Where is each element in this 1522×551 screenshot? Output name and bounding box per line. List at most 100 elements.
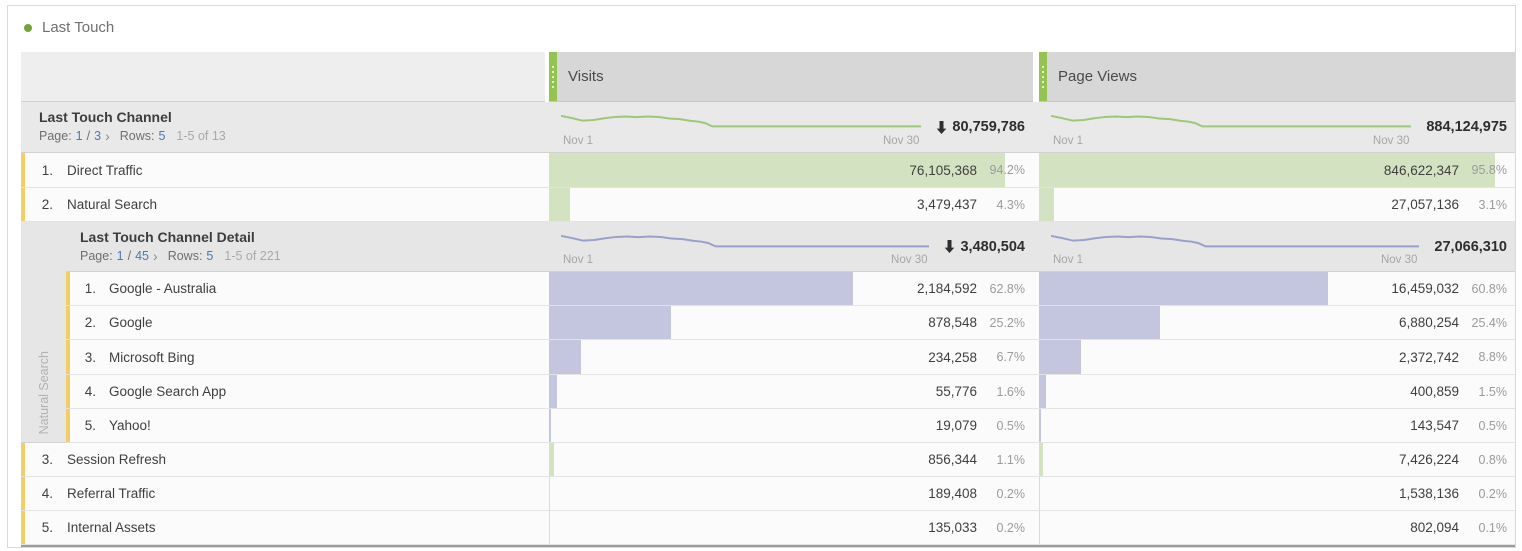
row-label-cell[interactable]: 3. Session Refresh (21, 443, 549, 476)
page-views-column-label: Page Views (1058, 68, 1137, 85)
total-pages-link[interactable]: 45 (135, 249, 150, 263)
visits-cell: 878,548 25.2% (549, 306, 1033, 339)
rows-count-link[interactable]: 5 (206, 249, 214, 263)
breakdown-page-views-total: 27,066,310 (1434, 239, 1507, 255)
value-bar (549, 306, 671, 339)
trend-down-arrow-icon (937, 120, 947, 134)
row-label-cell[interactable]: 4. Referral Traffic (21, 477, 549, 510)
breakdown-section: Natural Search Last Touch Channel Detail… (21, 222, 1515, 443)
page-views-total-sparkline-cell: Nov 1 Nov 30 884,124,975 (1039, 102, 1515, 152)
visits-cell: 234,258 6.7% (549, 340, 1033, 374)
visits-cell: 76,105,368 94.2% (549, 153, 1033, 187)
row-label-cell[interactable]: 4. Google Search App (66, 375, 549, 408)
page-views-total: 884,124,975 (1426, 119, 1507, 135)
dimension-header-spacer (21, 52, 545, 102)
breakdown-dimension-title[interactable]: Last Touch Channel Detail (80, 229, 255, 245)
row-accent-bar (21, 443, 25, 476)
visits-pct: 0.2% (996, 486, 1026, 501)
visits-pct: 62.8% (989, 281, 1025, 296)
row-accent-bar (66, 375, 70, 408)
value-bar (549, 340, 582, 374)
row-index: 1. (84, 281, 96, 296)
row-label: Google Search App (109, 384, 227, 399)
value-bar (549, 153, 1005, 187)
visits-cell: 189,408 0.2% (549, 477, 1033, 510)
page-views-total-value: 884,124,975 (1426, 119, 1507, 135)
breakdown-visits-total-value: 3,480,504 (960, 238, 1025, 255)
visits-value: 878,548 (928, 315, 977, 330)
page-views-pct: 25.4% (1471, 315, 1507, 330)
row-label: Google - Australia (109, 281, 217, 296)
freeform-table: Visits Page Views Last Touch Channel Pag… (21, 52, 1515, 547)
page-views-value: 2,372,742 (1398, 349, 1459, 365)
visits-value: 3,479,437 (916, 197, 977, 212)
breakdown-row: 4. Google Search App 55,776 1.6% 400,859… (66, 375, 1515, 409)
page-number-link[interactable]: 1 (75, 129, 83, 143)
row-index: 3. (84, 349, 96, 365)
breakdown-visits-total-sparkline-cell: Nov 1 Nov 30 3,480,504 (549, 222, 1033, 271)
axis-start-label: Nov 1 (563, 135, 594, 147)
page-views-cell: 27,057,136 3.1% (1039, 188, 1515, 221)
visits-total-sparkline-cell: Nov 1 Nov 30 80,759,786 (549, 102, 1033, 152)
visits-pct: 94.2% (989, 163, 1025, 177)
visits-cell: 19,079 0.5% (549, 409, 1033, 442)
page-views-sparkline: Nov 1 Nov 30 (1051, 102, 1411, 152)
value-bar (1039, 272, 1329, 305)
visits-value: 189,408 (928, 486, 977, 501)
row-label-cell[interactable]: 3. Microsoft Bing (66, 340, 549, 374)
page-views-pct: 0.1% (1478, 520, 1508, 535)
rows-count-link[interactable]: 5 (158, 129, 166, 143)
panel-header: Last Touch (8, 6, 1515, 36)
row-index: 3. (41, 452, 53, 467)
visits-pct: 1.6% (996, 384, 1026, 399)
row-label-cell[interactable]: 1. Google - Australia (66, 272, 549, 305)
page-views-cell: 7,426,224 0.8% (1039, 443, 1515, 476)
row-label: Microsoft Bing (109, 349, 195, 365)
page-views-cell: 16,459,032 60.8% (1039, 272, 1515, 305)
page-views-cell: 802,094 0.1% (1039, 511, 1515, 544)
value-bar (1039, 477, 1040, 510)
row-accent-bar (66, 409, 70, 442)
page-views-pct: 3.1% (1478, 197, 1508, 212)
page-views-value: 400,859 (1410, 384, 1459, 399)
row-label: Google (109, 315, 153, 330)
breakdown-row: 1. Google - Australia 2,184,592 62.8% 16… (66, 272, 1515, 306)
row-label-cell[interactable]: 2. Google (66, 306, 549, 339)
row-accent-bar (66, 272, 70, 305)
visits-cell: 856,344 1.1% (549, 443, 1033, 476)
table-row: 1. Direct Traffic 76,105,368 94.2% 846,6… (21, 153, 1515, 188)
row-label-cell[interactable]: 5. Yahoo! (66, 409, 549, 442)
dimension-title[interactable]: Last Touch Channel (39, 109, 172, 125)
next-page-chevron-icon[interactable]: › (105, 128, 110, 144)
row-range: 1-5 of 13 (176, 129, 226, 143)
table-bottom-border (21, 545, 1515, 547)
axis-end-label: Nov 30 (1372, 135, 1410, 147)
column-drag-handle-icon[interactable] (1039, 52, 1047, 101)
page-number-link[interactable]: 1 (116, 249, 124, 263)
visits-pct: 25.2% (989, 315, 1025, 330)
row-label-cell[interactable]: 2. Natural Search (21, 188, 549, 221)
visits-sparkline: Nov 1 Nov 30 (561, 102, 921, 152)
column-header-row: Visits Page Views (21, 52, 1515, 102)
next-page-chevron-icon[interactable]: › (153, 248, 158, 264)
row-label-cell[interactable]: 1. Direct Traffic (21, 153, 549, 187)
page-views-pct: 0.2% (1478, 486, 1508, 501)
visits-column-header[interactable]: Visits (549, 52, 1033, 102)
breakdown-gutter: Natural Search (21, 222, 66, 443)
axis-end-label: Nov 30 (882, 135, 920, 147)
panel-title: Last Touch (42, 19, 115, 36)
row-index: 5. (41, 520, 53, 535)
breakdown-page-views-sparkline: Nov 1 Nov 30 (1051, 222, 1419, 271)
value-bar (549, 188, 570, 221)
page-views-cell: 2,372,742 8.8% (1039, 340, 1515, 374)
page-views-cell: 143,547 0.5% (1039, 409, 1515, 442)
visits-pct: 4.3% (996, 197, 1026, 212)
row-label-cell[interactable]: 5. Internal Assets (21, 511, 549, 544)
value-bar (1039, 306, 1160, 339)
column-drag-handle-icon[interactable] (549, 52, 557, 101)
page-views-pct: 0.8% (1478, 452, 1508, 467)
total-pages-link[interactable]: 3 (94, 129, 102, 143)
page-views-pct: 8.8% (1478, 350, 1508, 364)
value-bar (1039, 375, 1047, 408)
page-views-column-header[interactable]: Page Views (1039, 52, 1515, 102)
